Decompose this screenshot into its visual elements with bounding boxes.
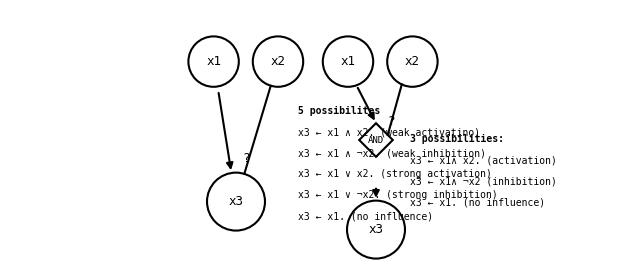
Text: x3 ← x1 ∧ ¬x2. (weak inhibition): x3 ← x1 ∧ ¬x2. (weak inhibition) xyxy=(298,148,486,158)
Text: x3 ← x1 ∨ ¬x2. (strong inhibition): x3 ← x1 ∨ ¬x2. (strong inhibition) xyxy=(298,190,497,200)
Text: x3 ← x1∧ x2. (activation): x3 ← x1∧ x2. (activation) xyxy=(410,155,556,165)
Text: x1: x1 xyxy=(340,55,355,68)
Text: ?: ? xyxy=(388,115,395,128)
Text: AND: AND xyxy=(368,136,384,144)
Text: x1: x1 xyxy=(206,55,221,68)
Text: x2: x2 xyxy=(271,55,285,68)
Text: x3: x3 xyxy=(228,195,243,208)
Text: x2: x2 xyxy=(405,55,420,68)
Text: ?: ? xyxy=(242,152,250,165)
Text: 3 possibilities:: 3 possibilities: xyxy=(410,134,504,144)
Text: x3 ← x1∧ ¬x2 (inhibition): x3 ← x1∧ ¬x2 (inhibition) xyxy=(410,176,556,186)
Text: 5 possibilites: 5 possibilites xyxy=(298,106,380,116)
Text: x3 ← x1. (no influence): x3 ← x1. (no influence) xyxy=(298,211,433,221)
Text: x3 ← x1 ∧ x2. (weak activatino): x3 ← x1 ∧ x2. (weak activatino) xyxy=(298,127,480,137)
Text: x3 ← x1 ∨ x2. (strong activation): x3 ← x1 ∨ x2. (strong activation) xyxy=(298,169,492,179)
Text: x3 ← x1. (no influence): x3 ← x1. (no influence) xyxy=(410,197,545,207)
Text: x3: x3 xyxy=(369,223,383,236)
